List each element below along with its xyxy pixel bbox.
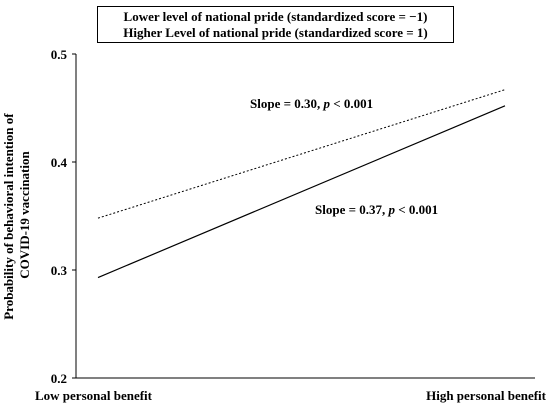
y-axis-title: Probability of behavioral intention of C… bbox=[1, 110, 32, 320]
y-ticks: 0.2 0.3 0.4 0.5 bbox=[51, 47, 76, 386]
annotation-slope-solid: Slope = 0.37, p < 0.001 bbox=[315, 202, 438, 217]
legend-entry-higher-pride: Higher Level of national pride (standard… bbox=[123, 25, 428, 40]
annotation-slope-dotted-prefix: Slope = 0.30, bbox=[250, 96, 324, 111]
y-tick-label: 0.2 bbox=[51, 371, 67, 386]
annotation-slope-solid-suffix: < 0.001 bbox=[395, 202, 438, 217]
annotation-slope-solid-prefix: Slope = 0.37, bbox=[315, 202, 389, 217]
y-tick-label: 0.5 bbox=[51, 47, 68, 62]
x-category-high: High personal benefit bbox=[426, 388, 547, 403]
annotation-slope-solid-p: p bbox=[388, 202, 396, 217]
legend: Lower level of national pride (standardi… bbox=[97, 6, 454, 43]
legend-entry-lower-pride: Lower level of national pride (standardi… bbox=[123, 9, 428, 24]
y-axis-title-line-1: Probability of behavioral intention of bbox=[1, 113, 16, 320]
y-tick-label: 0.3 bbox=[51, 263, 68, 278]
annotation-slope-dotted-p: p bbox=[323, 96, 331, 111]
annotation-slope-dotted: Slope = 0.30, p < 0.001 bbox=[250, 96, 373, 111]
y-axis-title-line-2: COVID-19 vaccination bbox=[17, 150, 32, 278]
x-category-low: Low personal benefit bbox=[35, 388, 153, 403]
series-line-higher-pride bbox=[97, 105, 506, 279]
annotation-slope-dotted-suffix: < 0.001 bbox=[330, 96, 373, 111]
series-line-lower-pride bbox=[97, 89, 506, 219]
y-tick-label: 0.4 bbox=[51, 155, 68, 170]
